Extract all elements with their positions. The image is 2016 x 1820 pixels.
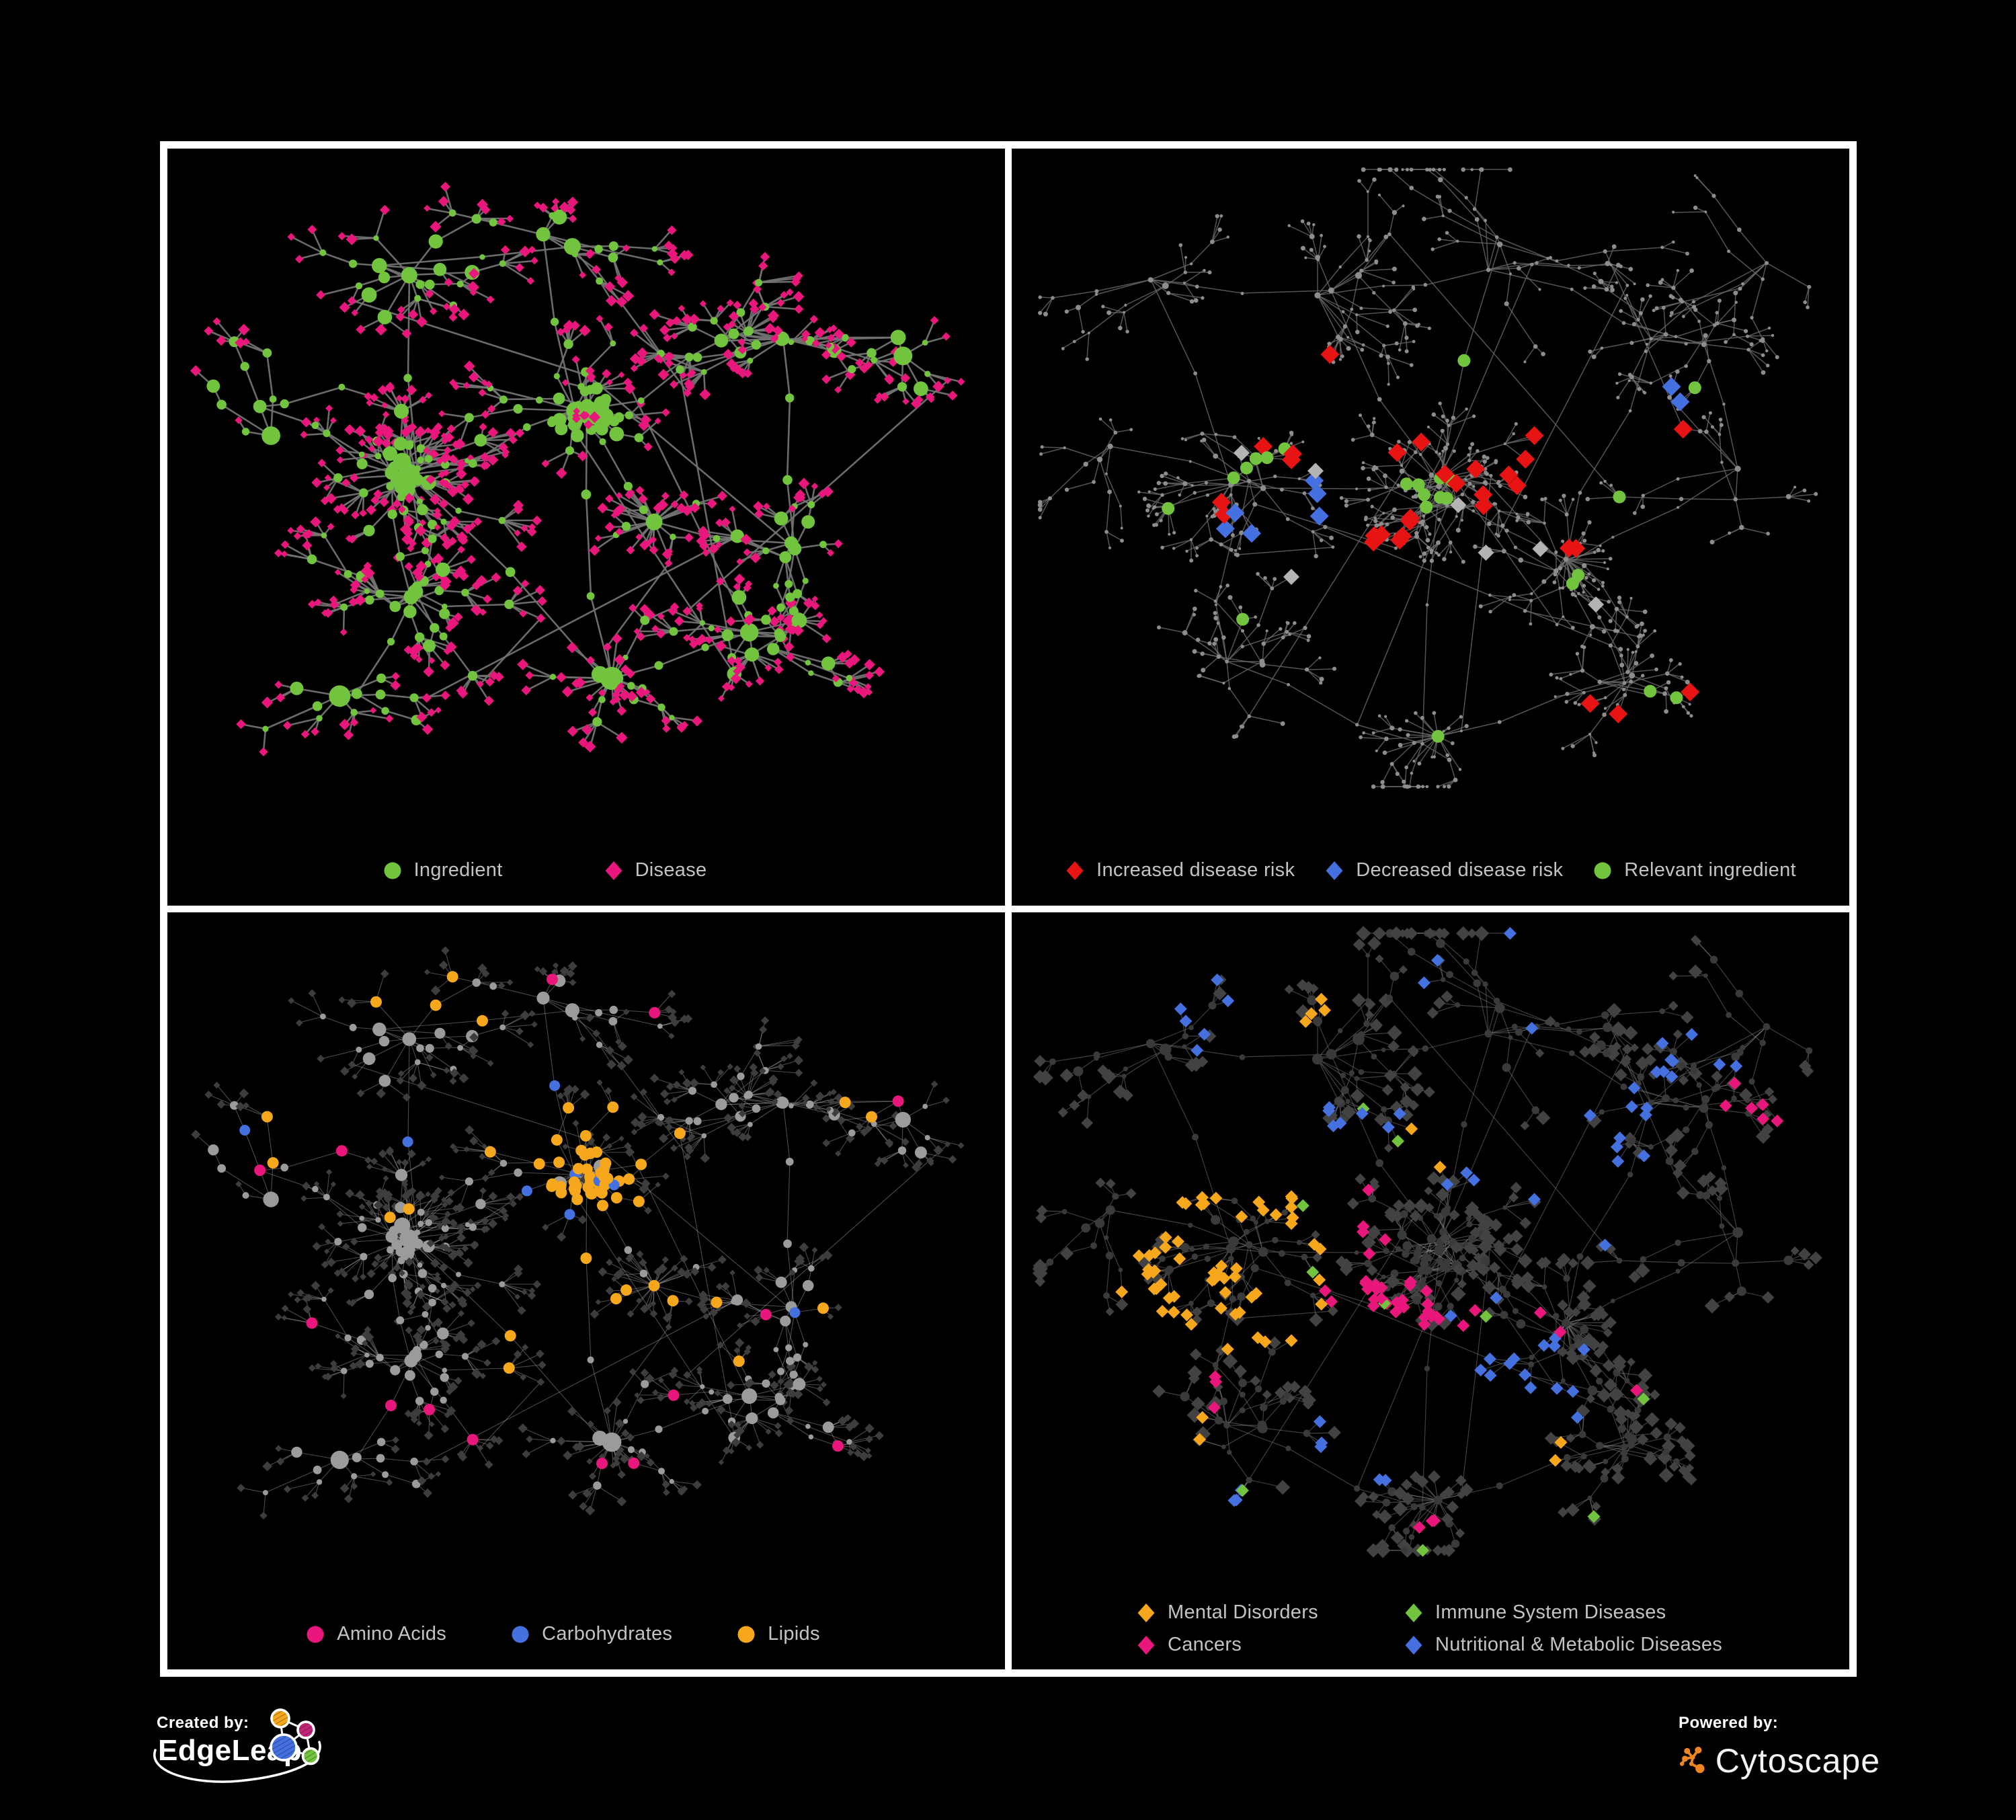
cytoscape-logo-icon	[1679, 1746, 1705, 1774]
legend-diamond-marker	[1405, 1635, 1422, 1655]
legend-label: Nutritional & Metabolic Diseases	[1435, 1634, 1723, 1655]
panel-disease-categories: Mental Disorders Immune System Diseases Ca…	[1008, 909, 1853, 1673]
edgeleap-logo-icon	[270, 1708, 320, 1766]
legend-diamond-marker	[1137, 1603, 1155, 1622]
legend-item-nutritional-metabolic-diseases: Nutritional & Metabolic Diseases	[1404, 1634, 1722, 1656]
legend-disease-risk: Increased disease risk Decreased disease …	[1012, 859, 1849, 881]
panel-grid: Ingredient Disease Increased disease risk…	[160, 141, 1857, 1677]
legend-label: Carbohydrates	[542, 1623, 673, 1645]
legend-diamond-marker	[1405, 1603, 1422, 1622]
legend-label: Disease	[635, 859, 707, 881]
legend-chemical-classes: Amino Acids Carbohydrates Lipids	[167, 1623, 981, 1645]
edgeleap-credit: Created by: EdgeLeap	[153, 1708, 358, 1801]
legend-diamond-marker	[1066, 861, 1084, 880]
legend-diamond-marker	[1326, 861, 1343, 880]
legend-disease-categories: Mental Disorders Immune System Diseases Ca…	[1136, 1601, 1722, 1656]
cytoscape-credit: Powered by:	[1679, 1714, 1880, 1794]
legend-diamond-marker	[605, 861, 622, 880]
legend-label: Lipids	[768, 1623, 820, 1645]
created-by-label: Created by:	[157, 1714, 249, 1732]
network-chemical-classes	[167, 912, 1005, 1669]
legend-ingredient-disease: Ingredient Disease	[167, 859, 963, 881]
legend-item-amino-acids: Amino Acids	[305, 1623, 446, 1645]
legend-circle-marker	[737, 1626, 755, 1643]
legend-circle-marker	[307, 1626, 324, 1643]
legend-circle-marker	[384, 862, 401, 879]
panel-chemical-classes: Amino Acids Carbohydrates Lipids	[164, 909, 1008, 1673]
legend-label: Increased disease risk	[1096, 859, 1295, 881]
panel-ingredient-disease: Ingredient Disease	[164, 145, 1008, 909]
cytoscape-wordmark: Cytoscape	[1715, 1742, 1880, 1780]
legend-label: Immune System Diseases	[1435, 1601, 1666, 1623]
legend-item-lipids: Lipids	[736, 1623, 820, 1645]
legend-label: Relevant ingredient	[1624, 859, 1796, 881]
legend-item-immune-system-diseases: Immune System Diseases	[1404, 1601, 1722, 1624]
legend-label: Decreased disease risk	[1356, 859, 1564, 881]
network-graph	[1032, 926, 1822, 1558]
legend-item-mental-disorders: Mental Disorders	[1136, 1601, 1404, 1624]
legend-item-cancers: Cancers	[1136, 1634, 1404, 1656]
legend-circle-marker	[512, 1626, 529, 1643]
legend-label: Mental Disorders	[1168, 1601, 1318, 1623]
network-disease-risk	[1012, 149, 1849, 906]
legend-item-disease: Disease	[604, 859, 707, 881]
legend-item-increased-disease-risk: Increased disease risk	[1065, 859, 1295, 881]
network-ingredient-disease	[167, 149, 1005, 906]
legend-item-decreased-disease-risk: Decreased disease risk	[1324, 859, 1563, 881]
panel-disease-risk: Increased disease risk Decreased disease …	[1008, 145, 1853, 909]
legend-diamond-marker	[1137, 1635, 1155, 1655]
legend-label: Ingredient	[413, 859, 503, 881]
network-graph	[1037, 167, 1818, 789]
network-graph	[191, 946, 965, 1519]
network-graph	[190, 182, 965, 756]
legend-item-relevant-ingredient: Relevant ingredient	[1592, 859, 1796, 881]
legend-label: Cancers	[1168, 1634, 1242, 1655]
legend-item-carbohydrates: Carbohydrates	[510, 1623, 672, 1645]
network-disease-categories	[1012, 912, 1849, 1669]
legend-circle-marker	[1594, 862, 1611, 879]
powered-by-label: Powered by:	[1679, 1714, 1779, 1732]
legend-item-ingredient: Ingredient	[382, 859, 503, 881]
legend-label: Amino Acids	[337, 1623, 447, 1645]
